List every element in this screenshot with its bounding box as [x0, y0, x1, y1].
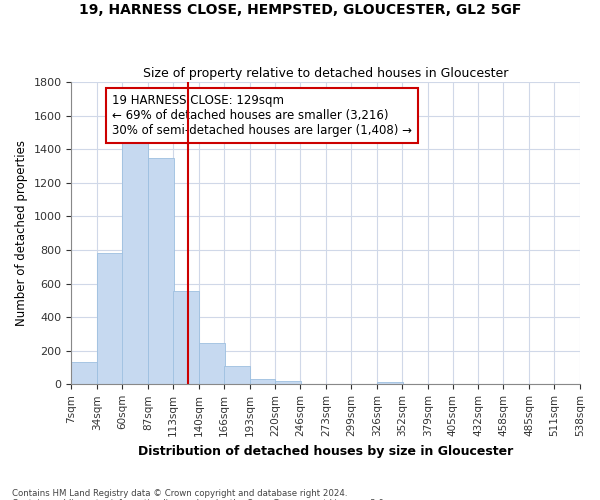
- Text: 19 HARNESS CLOSE: 129sqm
← 69% of detached houses are smaller (3,216)
30% of sem: 19 HARNESS CLOSE: 129sqm ← 69% of detach…: [112, 94, 412, 137]
- Text: 19, HARNESS CLOSE, HEMPSTED, GLOUCESTER, GL2 5GF: 19, HARNESS CLOSE, HEMPSTED, GLOUCESTER,…: [79, 2, 521, 16]
- Bar: [224, 366, 250, 384]
- Bar: [97, 254, 123, 384]
- Bar: [122, 142, 148, 384]
- Bar: [377, 382, 403, 384]
- Bar: [275, 381, 301, 384]
- Bar: [148, 158, 174, 384]
- Title: Size of property relative to detached houses in Gloucester: Size of property relative to detached ho…: [143, 66, 508, 80]
- Bar: [250, 380, 275, 384]
- Y-axis label: Number of detached properties: Number of detached properties: [15, 140, 28, 326]
- Text: Contains HM Land Registry data © Crown copyright and database right 2024.: Contains HM Land Registry data © Crown c…: [12, 488, 347, 498]
- Bar: [173, 291, 199, 384]
- Bar: [71, 362, 97, 384]
- Text: Contains public sector information licensed under the Open Government Licence v3: Contains public sector information licen…: [12, 498, 386, 500]
- X-axis label: Distribution of detached houses by size in Gloucester: Distribution of detached houses by size …: [138, 444, 514, 458]
- Bar: [199, 342, 224, 384]
